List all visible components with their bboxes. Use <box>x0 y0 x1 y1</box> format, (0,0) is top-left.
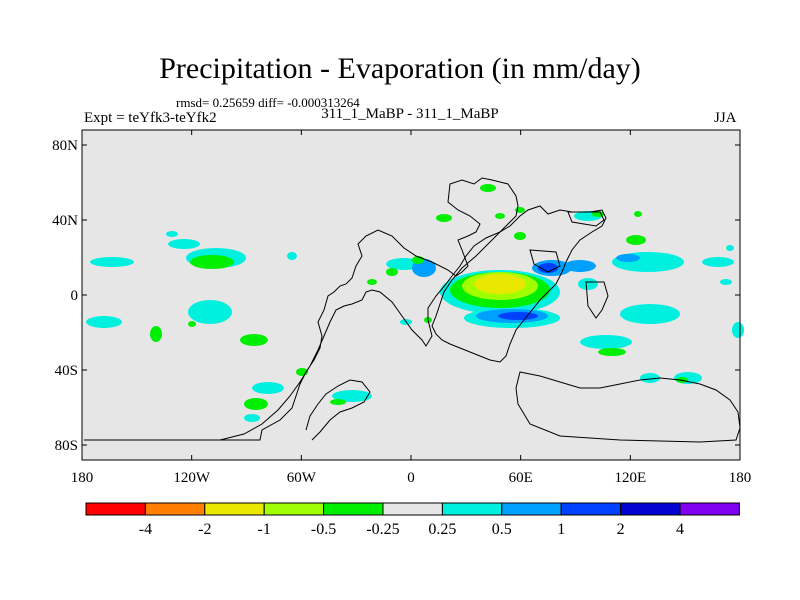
lat-tick-label: 40N <box>52 213 78 229</box>
lat-tick-label: 80S <box>55 438 78 454</box>
colorbar-label: -1 <box>258 521 271 538</box>
anomaly-patch <box>240 334 268 346</box>
anomaly-patch <box>166 231 178 237</box>
lon-tick-label: 180 <box>729 470 752 486</box>
anomaly-patch <box>86 316 122 328</box>
colorbar-label: -4 <box>139 521 152 538</box>
anomaly-patch <box>720 279 732 285</box>
anomaly-patch <box>330 399 346 405</box>
colorbar-swatch <box>85 502 146 516</box>
anomaly-patch <box>188 321 196 327</box>
lon-tick-label: 60W <box>287 470 317 486</box>
anomaly-patch <box>702 257 734 267</box>
colorbar-label: -0.5 <box>311 521 336 538</box>
anomaly-patch <box>495 213 505 219</box>
colorbar-swatch <box>204 502 265 516</box>
lon-tick-label: 120E <box>614 470 646 486</box>
colorbar-swatch <box>620 502 681 516</box>
australia-outline <box>515 371 741 443</box>
anomaly-patch <box>150 326 162 342</box>
lon-tick-label: 60E <box>509 470 533 486</box>
anomaly-patch <box>498 312 538 320</box>
anomaly-patch <box>564 260 596 272</box>
anomaly-patch <box>732 322 744 338</box>
coastlines <box>84 177 741 443</box>
colorbar-label: 0.25 <box>428 521 456 538</box>
anomaly-patch <box>626 235 646 245</box>
anomaly-patch <box>616 254 640 262</box>
anomaly-patch <box>188 300 232 324</box>
anomaly-patch <box>634 211 642 217</box>
colorbar-swatch <box>144 502 206 516</box>
island-outline-3 <box>529 249 561 273</box>
anomaly-patch <box>514 232 526 240</box>
colorbar-swatch <box>441 502 503 516</box>
lat-tick-label: 40S <box>55 363 78 379</box>
anomaly-patch <box>580 335 632 349</box>
island-outline-1 <box>567 211 605 227</box>
antarctic-peninsula-outline <box>305 379 371 441</box>
experiment-label: Expt = teYfk3-teYfk2 <box>84 110 217 126</box>
anomaly-patch <box>598 348 626 356</box>
anomaly-patch <box>367 279 377 285</box>
rmsd-diff-stats: rmsd= 0.25659 diff= -0.000313264 <box>176 95 360 110</box>
colorbar-swatch <box>263 502 325 516</box>
anomaly-patch <box>90 257 134 267</box>
colorbar-swatch <box>560 502 622 516</box>
anomaly-patch <box>168 239 200 249</box>
colorbar-label: -0.25 <box>366 521 399 538</box>
anomaly-patch <box>244 398 268 410</box>
latitude-axis: 80N 40N 0 40S 80S <box>52 138 740 454</box>
anomaly-patch <box>190 255 234 269</box>
map-background <box>82 130 740 460</box>
anomaly-patch <box>480 184 496 192</box>
anomaly-patch <box>578 278 598 290</box>
season-label: JJA <box>714 110 737 126</box>
colorbar-swatch <box>382 502 443 516</box>
anomaly-patch <box>287 252 297 260</box>
anomaly-patch <box>386 268 398 276</box>
colorbar-label: -2 <box>198 521 211 538</box>
anomaly-patch <box>436 214 452 222</box>
colorbar-label: 4 <box>676 521 684 538</box>
anomaly-fields <box>86 184 744 422</box>
colorbar-swatch <box>323 502 384 516</box>
map-title: Precipitation - Evaporation (in mm/day) <box>159 52 641 85</box>
colorbar-label: 2 <box>617 521 625 538</box>
longitude-axis: 180 120W 60W 0 60E 120E 180 <box>71 130 752 486</box>
lon-tick-label: 0 <box>407 470 415 486</box>
lat-tick-label: 0 <box>71 288 79 304</box>
colorbar-swatch <box>501 502 562 516</box>
colorbar-label: 1 <box>557 521 565 538</box>
colorbar-label: 0.5 <box>492 521 512 538</box>
lon-tick-label: 120W <box>173 470 211 486</box>
anomaly-patch <box>252 382 284 394</box>
anomaly-patch <box>474 274 526 294</box>
colorbar-swatch <box>679 502 740 516</box>
americas-outline <box>84 177 519 441</box>
colorbar: -4 -2 -1 -0.5 -0.25 0.25 0.5 1 2 4 <box>85 502 740 538</box>
island-outline-2 <box>585 281 609 319</box>
lat-tick-label: 80N <box>52 138 78 154</box>
anomaly-patch <box>538 263 558 273</box>
anomaly-patch <box>726 245 734 251</box>
period-label: 311_1_MaBP - 311_1_MaBP <box>321 106 499 122</box>
lon-tick-label: 180 <box>71 470 94 486</box>
anomaly-patch <box>332 390 372 402</box>
anomaly-patch <box>640 373 660 383</box>
anomaly-patch <box>620 304 680 324</box>
anomaly-patch <box>244 414 260 422</box>
